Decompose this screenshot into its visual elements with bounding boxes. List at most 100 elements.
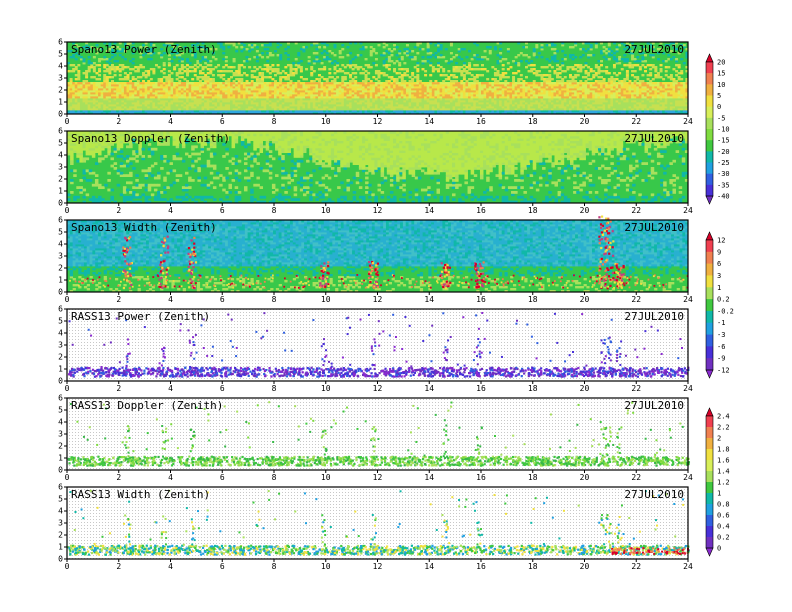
colorbar-label: -3 xyxy=(717,331,725,339)
x-tick-label: 6 xyxy=(220,384,225,393)
x-tick-label: 22 xyxy=(631,295,641,304)
colorbar-rass-power: 12 9 6 3 1 0.2 -0.2 -1 -3 -6 -9 -12 xyxy=(705,231,734,379)
x-tick-label: 22 xyxy=(631,384,641,393)
colorbar-segment xyxy=(706,129,713,141)
x-tick-label: 0 xyxy=(65,384,70,393)
colorbar-segment xyxy=(706,346,713,359)
colorbar-label: -9 xyxy=(717,355,725,363)
colorbar-segment xyxy=(706,416,713,428)
x-tick-label: 18 xyxy=(528,206,538,215)
x-tick-label: 20 xyxy=(580,206,590,215)
colorbar-segment xyxy=(706,275,713,288)
y-tick-label: 0 xyxy=(58,199,63,208)
x-tick-label: 12 xyxy=(373,206,383,215)
x-tick-label: 6 xyxy=(220,206,225,215)
panel-date: 27JUL2010 xyxy=(624,132,684,145)
x-tick-label: 18 xyxy=(528,295,538,304)
colorbar-segment xyxy=(706,526,713,538)
x-tick-label: 2 xyxy=(116,384,121,393)
colorbar-label: 0 xyxy=(717,545,721,553)
colorbar-segment xyxy=(706,310,713,324)
x-tick-label: 14 xyxy=(424,295,434,304)
panel-title: Spano13 Doppler (Zenith) xyxy=(71,132,230,145)
colorbar-segment xyxy=(706,251,713,264)
y-tick-label: 3 xyxy=(58,430,63,439)
colorbar-segment xyxy=(706,287,713,300)
y-tick-label: 5 xyxy=(58,495,63,504)
x-tick-label: 4 xyxy=(168,117,173,126)
panel-title: RASS13 Doppler (Zenith) xyxy=(71,399,223,412)
x-tick-label: 10 xyxy=(321,562,331,571)
colorbar-segment xyxy=(706,162,713,174)
y-tick-label: 4 xyxy=(58,240,63,249)
y-tick-label: 6 xyxy=(58,394,63,403)
panel-title: RASS13 Power (Zenith) xyxy=(71,310,210,323)
x-tick-label: 0 xyxy=(65,295,70,304)
colorbar-label: 1.4 xyxy=(717,468,730,476)
x-tick-label: 10 xyxy=(321,206,331,215)
colorbar-segment xyxy=(706,184,713,197)
colorbar-label: 0 xyxy=(717,103,721,111)
colorbar-label: -20 xyxy=(717,148,730,156)
y-tick-label: 1 xyxy=(58,454,63,463)
panel-title: Spano13 Width (Zenith) xyxy=(71,221,217,234)
colorbar-segment xyxy=(706,140,713,152)
x-tick-label: 18 xyxy=(528,117,538,126)
x-tick-label: 16 xyxy=(476,206,486,215)
y-tick-label: 2 xyxy=(58,86,63,95)
colorbar-segment xyxy=(706,240,713,253)
colorbar-arrow-bottom xyxy=(705,369,714,379)
y-tick-label: 2 xyxy=(58,442,63,451)
colorbar-label: 2 xyxy=(717,435,721,443)
x-tick-label: 0 xyxy=(65,562,70,571)
colorbar-label: 3 xyxy=(717,272,721,280)
colorbar-spano: 20 15 10 5 0 -5 -10 -15 -20 -25 -30 -35 -40 xyxy=(705,53,730,205)
y-tick-label: 0 xyxy=(58,288,63,297)
x-tick-label: 10 xyxy=(321,473,331,482)
heatmap-field xyxy=(67,215,689,293)
colorbar-arrow-top xyxy=(705,407,714,417)
x-tick-label: 24 xyxy=(683,117,693,126)
x-tick-label: 16 xyxy=(476,295,486,304)
colorbar-label: 0.2 xyxy=(717,534,730,542)
x-tick-label: 12 xyxy=(373,295,383,304)
colorbar-label: 15 xyxy=(717,70,725,78)
panel-date: 27JUL2010 xyxy=(624,221,684,234)
panel-title: RASS13 Width (Zenith) xyxy=(71,488,210,501)
y-tick-label: 3 xyxy=(58,252,63,261)
x-tick-label: 4 xyxy=(168,295,173,304)
y-tick-label: 0 xyxy=(58,110,63,119)
x-tick-label: 2 xyxy=(116,295,121,304)
colorbar-label: 0.2 xyxy=(717,296,730,304)
y-tick-label: 5 xyxy=(58,50,63,59)
x-tick-label: 18 xyxy=(528,384,538,393)
y-tick-label: 5 xyxy=(58,139,63,148)
x-tick-label: 2 xyxy=(116,562,121,571)
y-tick-label: 2 xyxy=(58,353,63,362)
y-tick-label: 1 xyxy=(58,365,63,374)
colorbar-segment xyxy=(706,151,713,163)
y-tick-label: 0 xyxy=(58,377,63,386)
colorbar-segment xyxy=(706,73,713,85)
x-tick-label: 8 xyxy=(272,117,277,126)
y-tick-label: 6 xyxy=(58,305,63,314)
x-tick-label: 6 xyxy=(220,295,225,304)
x-tick-label: 14 xyxy=(424,562,434,571)
x-tick-label: 20 xyxy=(580,295,590,304)
colorbar-label: 0.8 xyxy=(717,501,730,509)
y-tick-label: 2 xyxy=(58,264,63,273)
heatmap-field xyxy=(67,42,689,115)
panel-date: 27JUL2010 xyxy=(624,488,684,501)
colorbar-label: -0.2 xyxy=(717,307,734,315)
y-tick-label: 4 xyxy=(58,151,63,160)
x-tick-label: 10 xyxy=(321,384,331,393)
y-tick-label: 0 xyxy=(58,466,63,475)
y-tick-label: 4 xyxy=(58,507,63,516)
colorbar-label: -6 xyxy=(717,343,725,351)
colorbar-label: 2.2 xyxy=(717,424,730,432)
y-tick-label: 6 xyxy=(58,38,63,47)
y-tick-label: 3 xyxy=(58,163,63,172)
x-tick-label: 12 xyxy=(373,473,383,482)
x-tick-label: 4 xyxy=(168,384,173,393)
